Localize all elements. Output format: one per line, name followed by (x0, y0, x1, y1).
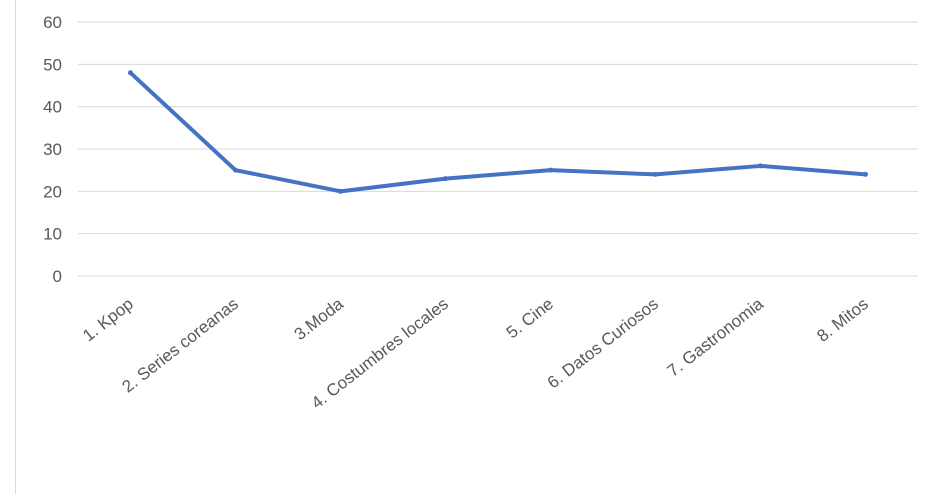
chart-frame-border (15, 0, 16, 494)
gridlines (78, 21, 918, 277)
x-tick-label: 1. Kpop (79, 294, 137, 345)
y-tick-label: 30 (43, 140, 62, 159)
data-point (863, 171, 868, 177)
data-point (758, 163, 763, 169)
series-layer (128, 70, 868, 194)
y-axis-tick-labels: 0 10 20 30 40 50 60 (43, 13, 62, 286)
data-point (338, 188, 343, 194)
y-tick-label: 0 (53, 267, 62, 286)
x-tick-label: 2. Series coreanas (119, 294, 242, 396)
data-point (128, 70, 133, 76)
x-tick-label: 7. Gastronomia (664, 294, 768, 381)
y-tick-label: 50 (43, 55, 62, 74)
y-tick-label: 40 (43, 98, 62, 117)
x-tick-label: 3.Moda (291, 294, 348, 344)
data-point (443, 176, 448, 182)
series-line (128, 70, 868, 194)
data-point (548, 167, 553, 173)
y-tick-label: 20 (43, 182, 62, 201)
x-tick-label: 6. Datos Curiosos (544, 294, 662, 392)
x-tick-label: 8. Mitos (813, 294, 872, 346)
y-tick-label: 10 (43, 225, 62, 244)
x-tick-label: 5. Cine (503, 294, 557, 342)
y-tick-label: 60 (43, 13, 62, 32)
data-point (653, 171, 658, 177)
data-point (233, 167, 238, 173)
